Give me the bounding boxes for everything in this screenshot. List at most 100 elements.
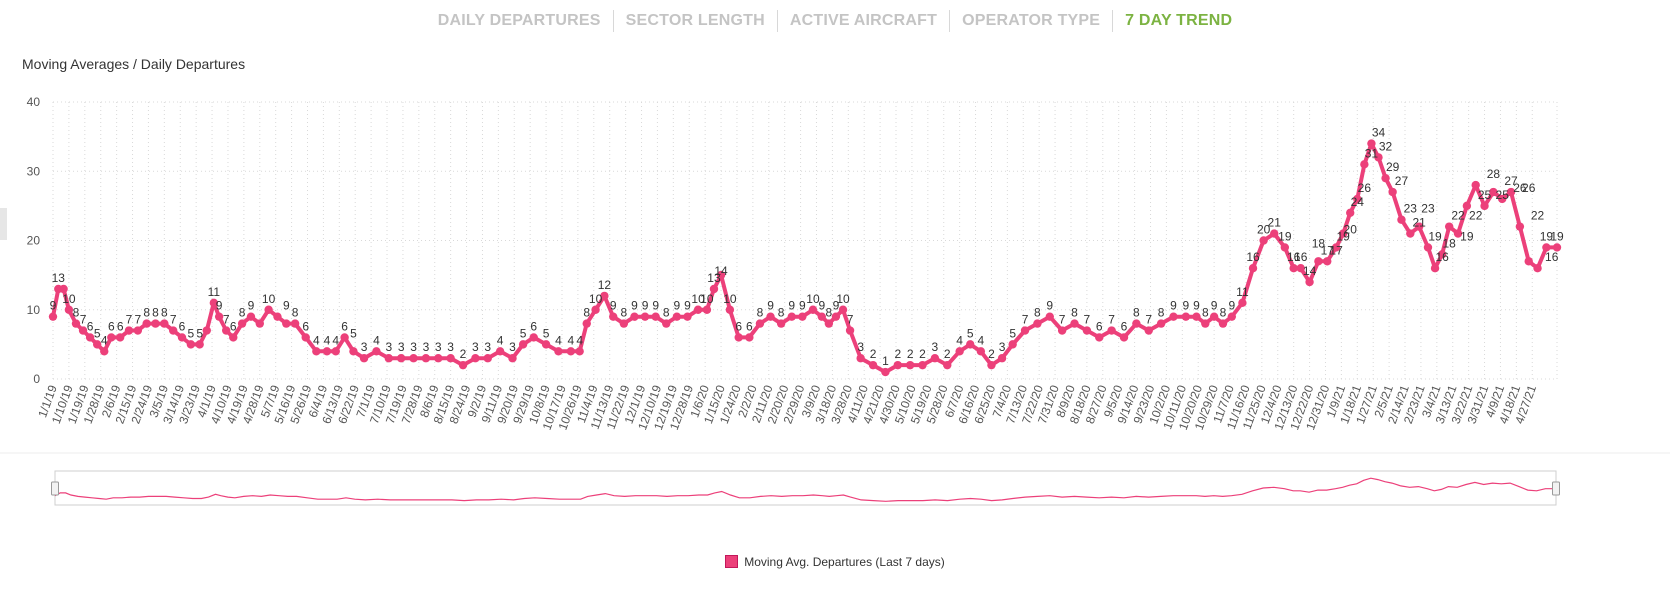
data-point: [508, 354, 517, 363]
data-point: [322, 347, 332, 356]
data-label: 9: [50, 299, 57, 313]
data-point: [1506, 187, 1516, 197]
data-label: 8: [143, 306, 150, 320]
data-point: [976, 347, 986, 356]
data-label: 12: [598, 278, 612, 292]
data-point: [1248, 264, 1258, 273]
data-label: 9: [610, 299, 617, 313]
data-point: [1033, 319, 1042, 328]
data-point: [541, 340, 551, 349]
chart-legend[interactable]: Moving Avg. Departures (Last 7 days): [0, 555, 1670, 569]
tab-operator-type[interactable]: OPERATOR TYPE: [962, 12, 1101, 29]
data-point: [575, 347, 584, 356]
data-point: [301, 333, 310, 342]
data-label: 1: [882, 354, 889, 368]
data-point: [421, 354, 431, 363]
data-label: 9: [799, 299, 806, 313]
data-point: [709, 284, 719, 294]
data-label: 8: [1202, 306, 1209, 320]
data-point: [85, 333, 95, 342]
navigator-frame: [54, 470, 1557, 506]
data-label: 26: [1522, 181, 1536, 195]
data-point: [1169, 312, 1178, 321]
data-label: 19: [1428, 229, 1442, 243]
data-point: [446, 354, 455, 363]
data-point: [282, 319, 291, 328]
data-point: [1444, 222, 1454, 231]
data-point: [930, 354, 940, 363]
data-point: [881, 367, 890, 377]
data-label: 9: [652, 299, 659, 313]
data-label: 2: [944, 347, 951, 361]
data-label: 17: [1329, 243, 1343, 257]
navigator-left-handle[interactable]: [51, 481, 59, 496]
data-label: 6: [230, 319, 237, 333]
data-point: [1218, 319, 1228, 328]
data-label: 2: [460, 347, 467, 361]
data-label: 11: [1236, 285, 1249, 299]
data-label: 4: [567, 333, 574, 347]
data-label: 7: [80, 313, 87, 327]
data-label: 9: [1193, 299, 1200, 313]
data-point: [845, 326, 855, 335]
data-point: [755, 319, 765, 328]
data-point: [856, 354, 865, 363]
data-point: [1082, 326, 1092, 335]
data-point: [518, 340, 528, 349]
data-label: 29: [1386, 160, 1400, 174]
data-point: [1423, 243, 1433, 252]
navigator-right-handle[interactable]: [1552, 481, 1560, 496]
data-point: [1045, 312, 1054, 321]
data-point: [1453, 229, 1463, 238]
data-label: 9: [788, 299, 795, 313]
data-point: [716, 270, 726, 280]
data-label: 14: [1303, 264, 1317, 278]
data-point: [229, 333, 238, 342]
data-label: 7: [134, 313, 141, 327]
data-label: 26: [1513, 181, 1527, 195]
data-label: 8: [292, 306, 299, 320]
data-label: 8: [239, 306, 246, 320]
data-label: 10: [62, 292, 76, 306]
data-point: [1107, 326, 1116, 335]
data-label: 6: [341, 319, 348, 333]
data-label: 10: [806, 292, 820, 306]
side-collapse-handle[interactable]: [0, 208, 7, 240]
data-label: 9: [818, 299, 825, 313]
data-point: [619, 319, 629, 328]
navigator-series-line: [54, 477, 1556, 502]
data-label: 10: [691, 292, 705, 306]
tab-daily-departures[interactable]: DAILY DEPARTURES: [437, 12, 601, 29]
tab-active-aircraft[interactable]: ACTIVE AIRCRAFT: [789, 12, 938, 29]
data-label: 3: [932, 340, 939, 354]
y-tick-label: 30: [27, 164, 41, 178]
y-tick-label: 10: [27, 303, 41, 317]
data-label: 34: [1372, 126, 1386, 140]
data-point: [168, 326, 178, 335]
data-point: [745, 333, 754, 342]
data-label: 9: [248, 299, 255, 313]
data-label: 16: [1287, 250, 1301, 264]
data-label: 6: [1096, 319, 1103, 333]
data-point: [1533, 264, 1542, 273]
data-point: [64, 305, 74, 314]
tab-sector-length[interactable]: SECTOR LENGTH: [625, 12, 765, 29]
data-label: 2: [907, 347, 914, 361]
data-point: [1388, 187, 1397, 197]
data-point: [133, 326, 143, 335]
data-label: 6: [302, 319, 309, 333]
data-point: [787, 312, 796, 321]
data-label: 16: [1246, 250, 1260, 264]
data-point: [202, 326, 211, 335]
data-label: 8: [1034, 306, 1041, 320]
data-point: [1289, 264, 1298, 273]
data-label: 5: [350, 326, 357, 340]
tab-7-day-trend[interactable]: 7 DAY TREND: [1125, 12, 1233, 29]
data-point: [817, 312, 826, 321]
data-point: [1209, 312, 1219, 321]
data-point: [384, 354, 393, 363]
data-point: [312, 347, 321, 356]
data-label: 3: [484, 340, 491, 354]
data-point: [997, 354, 1007, 363]
data-point: [59, 284, 68, 294]
